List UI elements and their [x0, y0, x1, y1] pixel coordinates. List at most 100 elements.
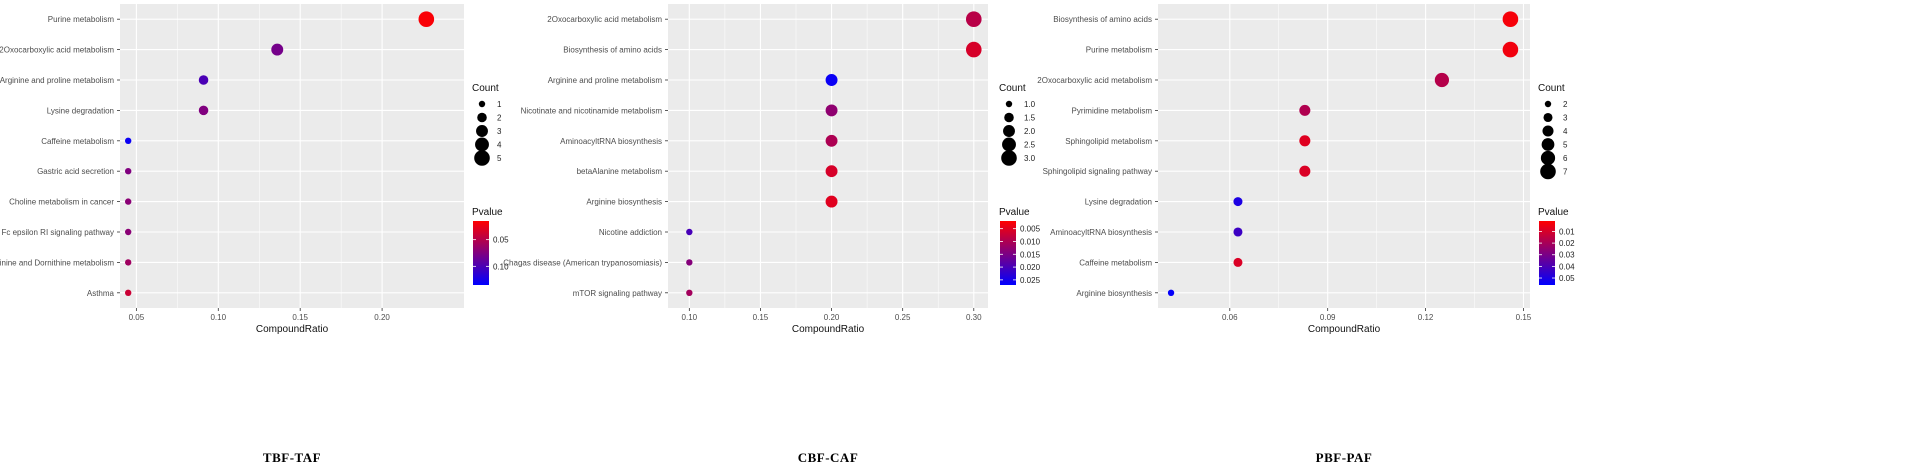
data-point — [825, 134, 838, 147]
category-label: Pyrimidine metabolism — [1072, 106, 1153, 115]
size-legend-key — [1540, 163, 1556, 180]
x-tick-label: 0.20 — [374, 313, 390, 322]
data-point — [825, 195, 838, 208]
data-point — [1299, 165, 1311, 177]
data-point — [825, 165, 838, 178]
chart-0: 0.05 0.10 0.15 0.20 Purine metabolism 2Oxocar… — [0, 4, 509, 465]
size-legend-key — [1542, 125, 1554, 137]
color-legend-label: 0.05 — [1559, 274, 1575, 283]
size-legend-key — [1004, 112, 1014, 123]
category-label: AminoacyltRNA biosynthesis — [560, 137, 662, 146]
size-legend-label: 5 — [497, 154, 502, 163]
chart-caption: TBF-TAF — [263, 450, 321, 465]
x-tick-label: 0.12 — [1418, 313, 1434, 322]
data-point — [418, 11, 435, 27]
x-tick-label: 0.20 — [824, 313, 840, 322]
size-legend-key — [1543, 112, 1553, 123]
category-label: mTOR signaling pathway — [573, 289, 662, 298]
size-legend-key — [478, 100, 486, 108]
size-legend-label: 1 — [497, 100, 502, 109]
color-legend-title: Pvalue — [1538, 207, 1569, 218]
category-label: Chagas disease (American trypanosomiasis… — [503, 258, 662, 267]
x-tick-label: 0.09 — [1320, 313, 1336, 322]
color-legend-label: 0.015 — [1020, 250, 1041, 259]
color-legend-label: 0.010 — [1020, 237, 1041, 246]
size-legend-key — [1001, 150, 1017, 166]
category-label: Sphingolipid metabolism — [1065, 137, 1152, 146]
size-legend-key — [1002, 137, 1016, 152]
data-point — [825, 104, 838, 117]
data-point — [686, 228, 693, 236]
data-point — [825, 74, 838, 86]
color-legend-label: 0.04 — [1559, 262, 1575, 271]
data-point — [124, 228, 132, 236]
category-label: Nicotinate and nicotinamide metabolism — [521, 106, 663, 115]
size-legend-label: 2 — [497, 114, 502, 123]
category-label: Arginine biosynthesis — [1076, 289, 1152, 298]
category-label: Asthma — [87, 289, 115, 298]
data-point — [198, 75, 209, 85]
category-label: AminoacyltRNA biosynthesis — [1050, 228, 1152, 237]
category-label: Sphingolipid signaling pathway — [1043, 167, 1152, 176]
data-point — [1502, 41, 1519, 58]
size-legend-label: 6 — [1563, 154, 1568, 163]
x-tick-label: 0.05 — [129, 313, 145, 322]
size-legend-title: Count — [1538, 83, 1565, 94]
category-label: Arginine and proline metabolism — [548, 76, 663, 85]
category-label: Gastric acid secretion — [37, 167, 114, 176]
category-label: betaAlanine metabolism — [577, 167, 663, 176]
x-tick-label: 0.15 — [292, 313, 308, 322]
size-legend-label: 1.0 — [1024, 100, 1036, 109]
category-label: Purine metabolism — [1086, 46, 1153, 55]
size-legend-key — [475, 137, 489, 152]
category-label: Caffeine metabolism — [1079, 258, 1152, 267]
size-legend-key — [1003, 125, 1015, 137]
chart-caption: CBF-CAF — [798, 450, 859, 465]
category-label: DArginine and Dornithine metabolism — [0, 258, 114, 267]
chart-1: 0.10 0.15 0.20 0.25 0.30 2Oxocarboxylic acid … — [503, 4, 1041, 465]
size-legend-title: Count — [472, 83, 499, 94]
category-label: Arginine biosynthesis — [586, 198, 662, 207]
data-point — [686, 289, 693, 296]
data-point — [1434, 72, 1450, 88]
size-legend-key — [477, 112, 487, 123]
data-point — [271, 43, 284, 56]
color-legend-label: 0.10 — [493, 262, 509, 271]
data-point — [1299, 104, 1311, 116]
data-point — [124, 289, 132, 296]
size-legend-label: 1.5 — [1024, 114, 1036, 123]
data-point — [1233, 227, 1243, 237]
size-legend-label: 3.0 — [1024, 154, 1036, 163]
data-point — [1167, 289, 1175, 296]
category-label: Nicotine addiction — [599, 228, 662, 237]
chart-caption: PBF-PAF — [1316, 450, 1373, 465]
category-label: Arginine and proline metabolism — [0, 76, 114, 85]
color-legend-label: 0.005 — [1020, 225, 1041, 234]
color-legend-bar — [1000, 221, 1016, 285]
category-label: Lysine degradation — [1085, 198, 1152, 207]
size-legend-key — [1005, 100, 1013, 108]
size-legend-label: 7 — [1563, 168, 1568, 177]
data-point — [124, 137, 132, 144]
color-legend-label: 0.02 — [1559, 239, 1575, 248]
chart-2: 0.06 0.09 0.12 0.15 Biosynthesis of amino ac… — [1037, 4, 1575, 465]
size-legend-label: 4 — [1563, 127, 1568, 136]
x-axis-title: CompoundRatio — [792, 324, 865, 335]
size-legend-key — [1540, 150, 1556, 166]
color-legend-label: 0.01 — [1559, 227, 1575, 236]
x-tick-label: 0.10 — [210, 313, 226, 322]
category-label: 2Oxocarboxylic acid metabolism — [1037, 76, 1152, 85]
color-legend-label: 0.05 — [493, 236, 509, 245]
color-legend-title: Pvalue — [472, 207, 503, 218]
size-legend-label: 2 — [1563, 100, 1568, 109]
x-tick-label: 0.10 — [682, 313, 698, 322]
data-point — [965, 41, 982, 58]
category-label: Fc epsilon RI signaling pathway — [1, 228, 114, 237]
size-legend-label: 2.0 — [1024, 127, 1036, 136]
x-tick-label: 0.06 — [1222, 313, 1238, 322]
plot-panel — [1158, 4, 1530, 308]
size-legend-label: 3 — [1563, 114, 1568, 123]
x-tick-label: 0.25 — [895, 313, 911, 322]
color-legend-title: Pvalue — [999, 207, 1030, 218]
color-legend-label: 0.025 — [1020, 276, 1041, 285]
